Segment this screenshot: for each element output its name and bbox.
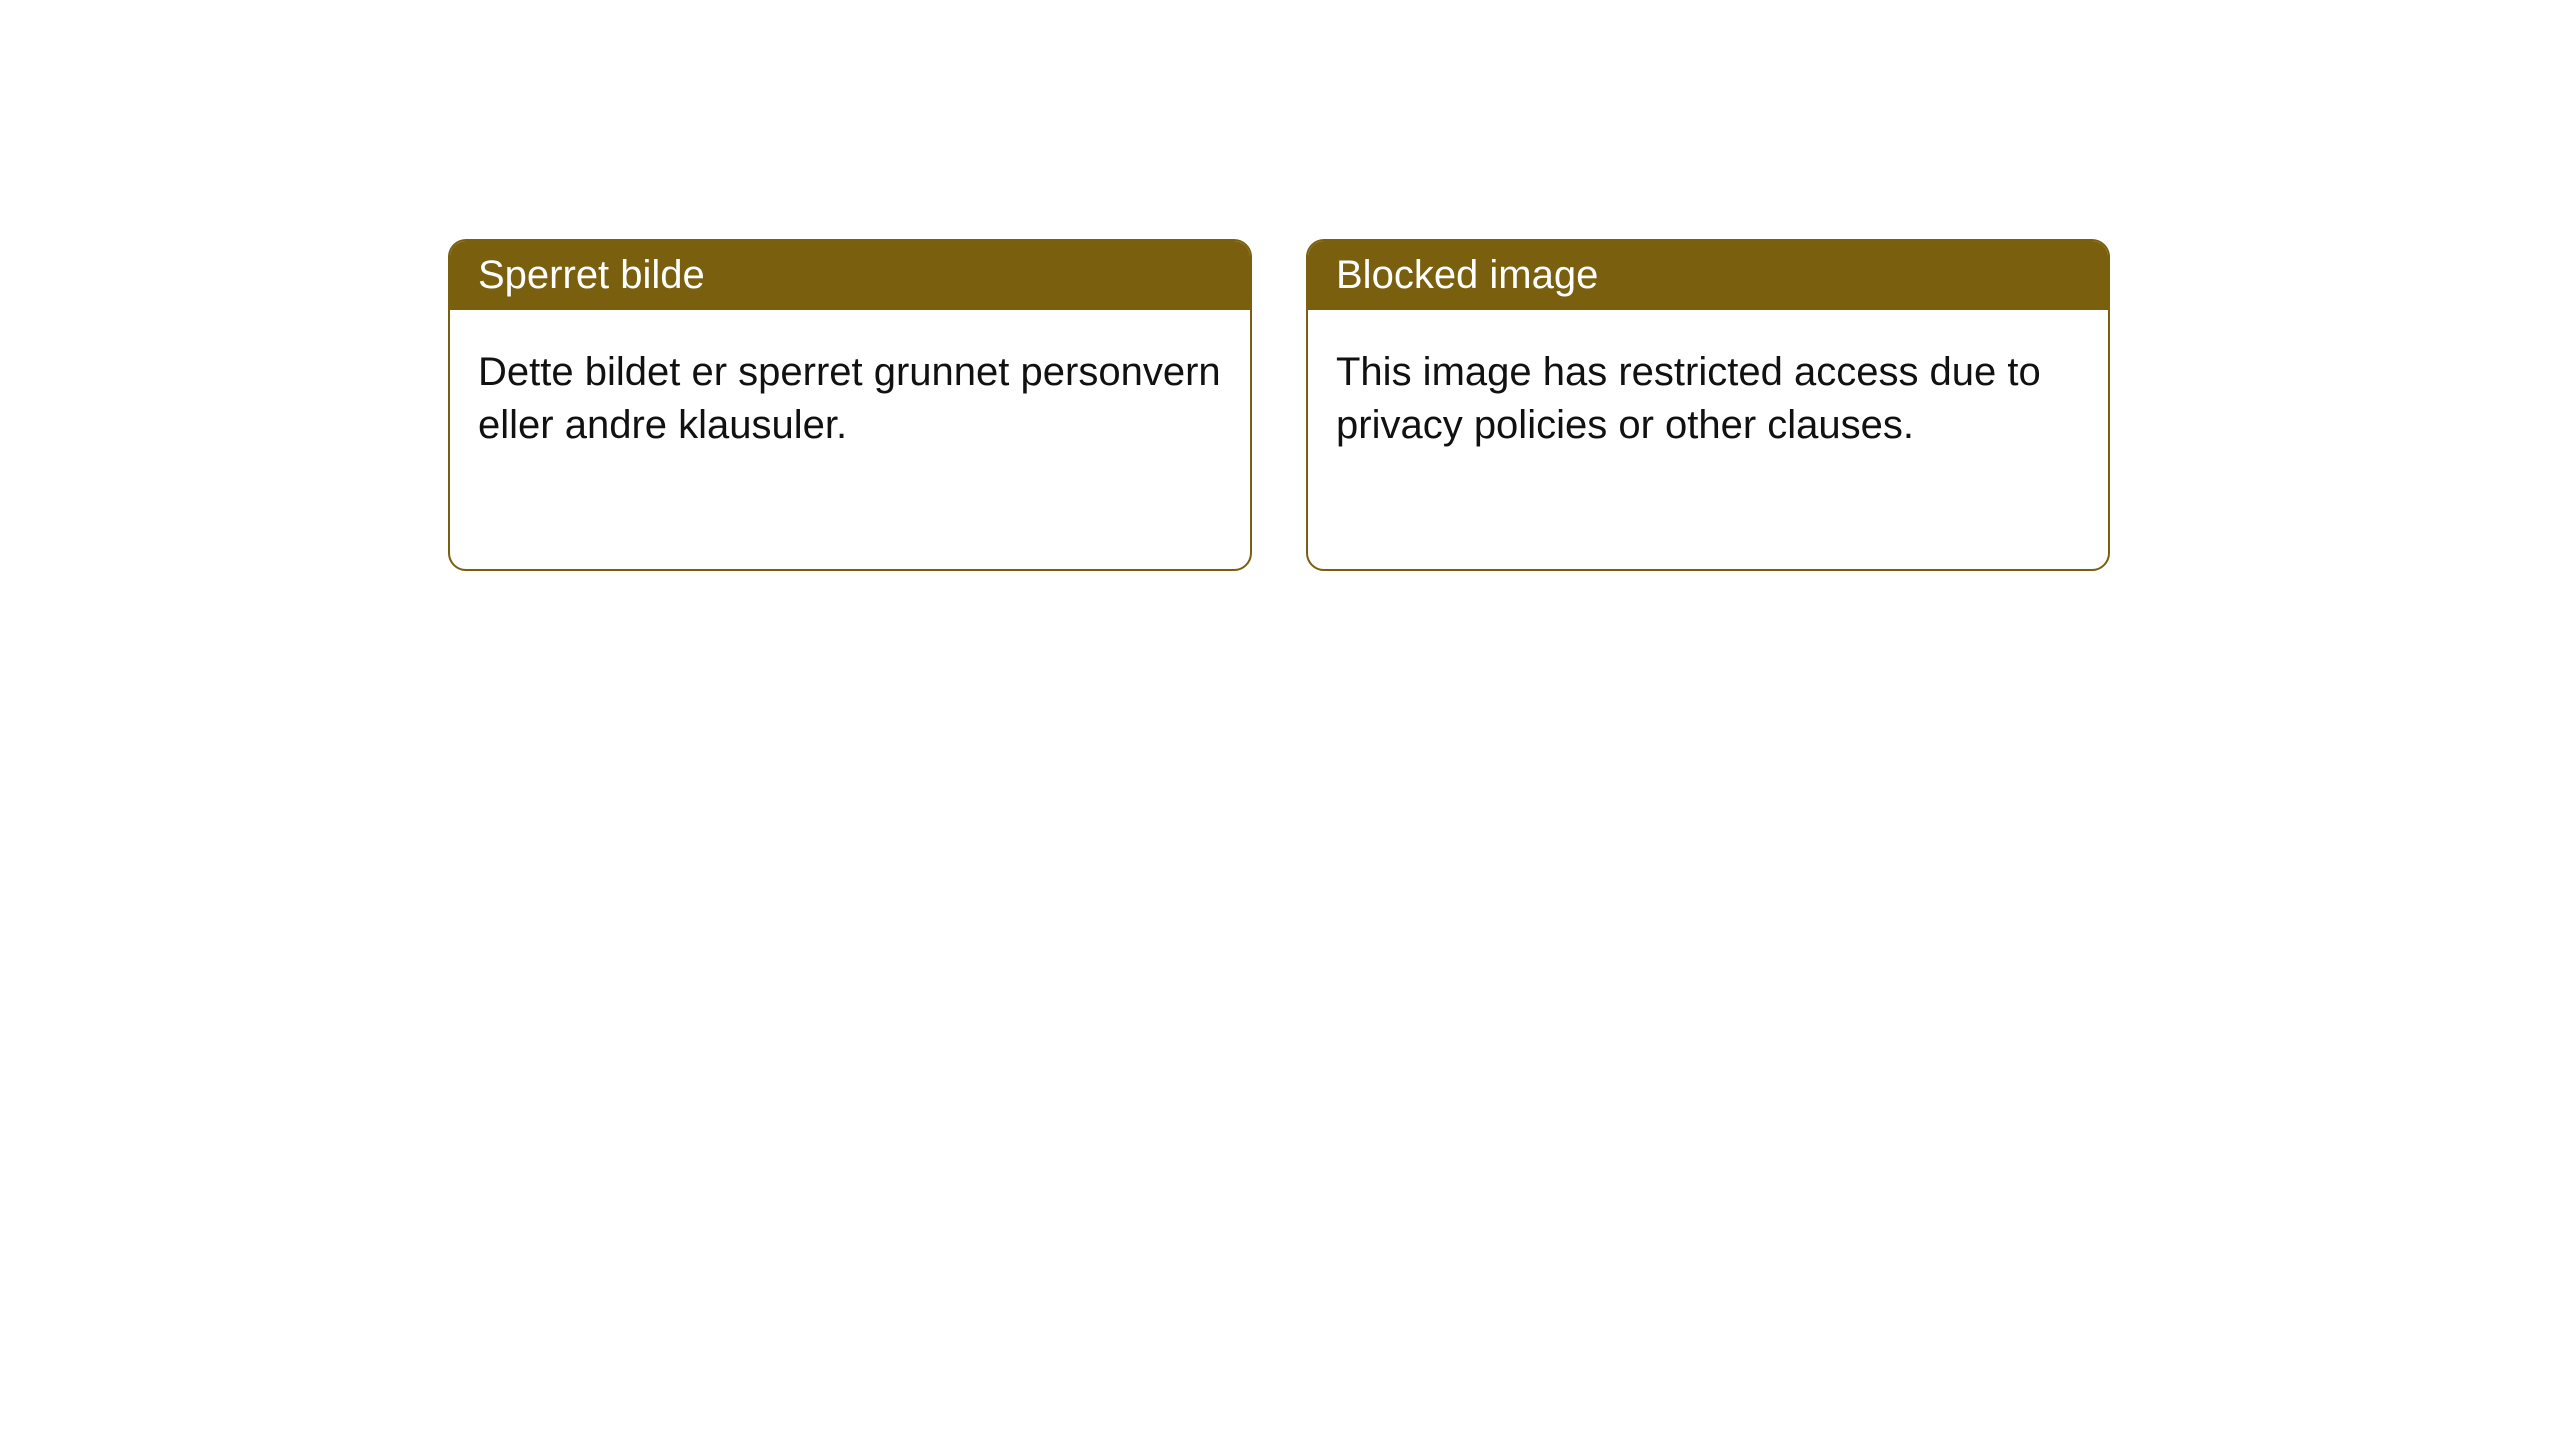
notice-container: Sperret bilde Dette bildet er sperret gr…: [448, 239, 2110, 571]
notice-body: This image has restricted access due to …: [1308, 310, 2108, 569]
notice-card-norwegian: Sperret bilde Dette bildet er sperret gr…: [448, 239, 1252, 571]
notice-header: Sperret bilde: [450, 241, 1250, 310]
notice-message: This image has restricted access due to …: [1336, 350, 2041, 447]
notice-body: Dette bildet er sperret grunnet personve…: [450, 310, 1250, 569]
notice-title: Sperret bilde: [478, 253, 705, 297]
notice-title: Blocked image: [1336, 253, 1598, 297]
notice-header: Blocked image: [1308, 241, 2108, 310]
notice-card-english: Blocked image This image has restricted …: [1306, 239, 2110, 571]
notice-message: Dette bildet er sperret grunnet personve…: [478, 350, 1221, 447]
